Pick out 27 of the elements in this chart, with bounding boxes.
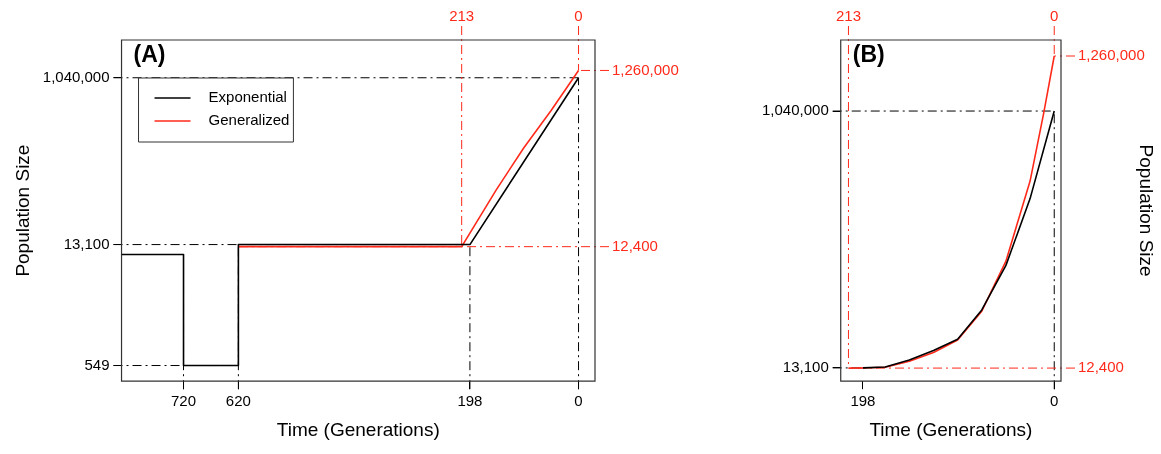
x-tick-label: 620 [225, 392, 251, 410]
x-tick-label: 198 [457, 392, 483, 410]
y-tick-label: 1,040,000 [42, 67, 110, 85]
x-tick-label: 720 [171, 392, 197, 410]
ref-line-label: 213 [835, 6, 861, 24]
x-tick-label: 198 [850, 392, 876, 410]
x-axis-title: Time (Generations) [276, 418, 440, 440]
y-tick-label: 1,040,000 [762, 101, 829, 119]
y-tick-label: 13,100 [63, 234, 110, 252]
y-axis-title: Population Size [1136, 144, 1158, 277]
ref-line-label: 1,260,000 [612, 60, 679, 78]
ref-line-label: 12,400 [612, 236, 658, 254]
legend-label: Generalized [208, 111, 290, 129]
annotation: (A) [133, 40, 166, 67]
ref-line-label: 0 [574, 6, 583, 24]
y-axis-title: Population Size [11, 144, 33, 277]
legend-label: Exponential [208, 88, 287, 106]
y-tick-label: 13,100 [782, 358, 829, 376]
ref-line-label: 1,260,000 [1078, 46, 1145, 64]
ref-line-label: 213 [449, 6, 475, 24]
ref-line-label: 12,400 [1078, 358, 1124, 376]
y-tick-label: 549 [84, 355, 110, 373]
x-tick-label: 0 [574, 392, 583, 410]
x-axis-title: Time (Generations) [869, 418, 1033, 440]
x-tick-label: 0 [1050, 392, 1059, 410]
annotation: (B) [852, 40, 885, 67]
ref-line-label: 0 [1050, 6, 1059, 24]
